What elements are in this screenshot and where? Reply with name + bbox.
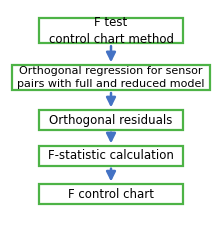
FancyBboxPatch shape [39, 110, 183, 130]
Text: F test
control chart method: F test control chart method [48, 16, 174, 46]
FancyBboxPatch shape [39, 18, 183, 43]
Text: F-statistic calculation: F-statistic calculation [48, 150, 174, 163]
Text: Orthogonal residuals: Orthogonal residuals [49, 114, 173, 126]
Text: F control chart: F control chart [68, 188, 154, 201]
FancyBboxPatch shape [39, 184, 183, 204]
FancyBboxPatch shape [39, 146, 183, 166]
Text: Orthogonal regression for sensor
pairs with full and reduced model: Orthogonal regression for sensor pairs w… [17, 66, 205, 89]
FancyBboxPatch shape [12, 65, 210, 90]
